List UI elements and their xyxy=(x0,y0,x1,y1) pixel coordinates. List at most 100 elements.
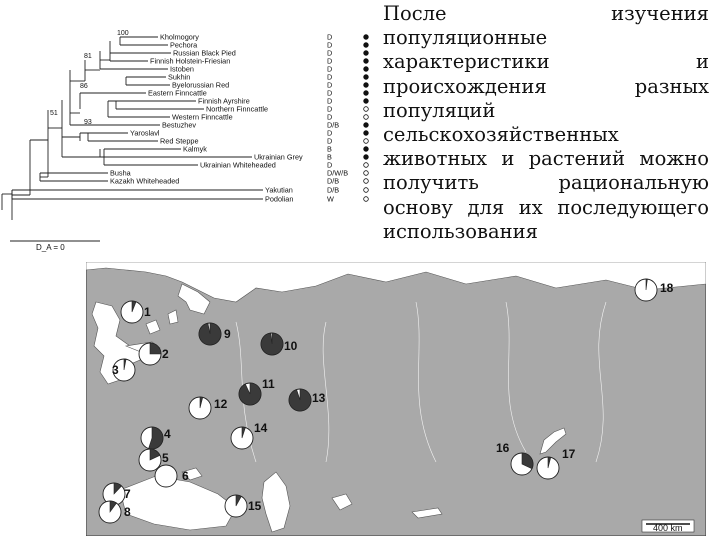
site-number-label: 10 xyxy=(284,339,298,353)
tree-leaf-label: Western Finncattle xyxy=(172,113,233,122)
leaf-class-code: D/B xyxy=(327,186,339,195)
leaf-class-code: D xyxy=(327,137,332,146)
leaf-class-code: D xyxy=(327,49,332,58)
site-pie-6: 6 xyxy=(154,464,189,488)
leaf-status-open-dot xyxy=(363,196,369,202)
leaf-class-code: D xyxy=(327,73,332,82)
tree-leaf-label: Red Steppe xyxy=(160,137,199,146)
leaf-class-code: D xyxy=(327,113,332,122)
leaf-status-open-dot xyxy=(363,106,369,112)
site-number-label: 3 xyxy=(112,363,119,377)
tree-leaf-label: Finnish Ayrshire xyxy=(198,97,250,106)
tree-leaf-label: Kholmogory xyxy=(160,33,199,42)
pie-slice-dark xyxy=(198,322,222,346)
pie-slice-dark xyxy=(288,388,312,412)
site-number-label: 4 xyxy=(164,427,171,441)
site-pie-15: 15 xyxy=(224,494,262,518)
tree-leaf-label: Northern Finncattle xyxy=(206,105,268,114)
site-number-label: 2 xyxy=(162,347,169,361)
bootstrap-value: 100 xyxy=(117,30,129,37)
tree-leaf-label: Russian Black Pied xyxy=(173,49,236,58)
bootstrap-value: 93 xyxy=(84,119,92,126)
site-pie-12: 12 xyxy=(188,396,228,420)
tree-leaf-label: Ukrainian Grey xyxy=(254,153,303,162)
site-pie-1: 1 xyxy=(120,300,151,324)
tree-leaf-label: Sukhin xyxy=(168,73,190,82)
tree-leaf-label: Istoben xyxy=(170,65,194,74)
leaf-status-open-dot xyxy=(363,170,369,176)
bootstrap-value: 81 xyxy=(84,53,92,60)
tree-leaf-label: Kazakh Whiteheaded xyxy=(110,177,179,186)
pie-slice-dark xyxy=(131,300,137,313)
pie-slice-dark xyxy=(235,494,242,507)
bootstrap-value: 51 xyxy=(50,110,58,117)
leaf-status-filled-dot xyxy=(363,50,369,56)
site-pie-18: 18 xyxy=(634,278,674,302)
site-pie-3: 3 xyxy=(112,358,136,382)
leaf-status-filled-dot xyxy=(363,58,369,64)
leaf-class-code: D xyxy=(327,129,332,138)
slide-caption: После изучения популяционные характерист… xyxy=(383,2,709,243)
tree-leaf-label: Pechora xyxy=(170,41,198,50)
site-pie-9: 9 xyxy=(198,322,231,346)
leaf-class-code: D xyxy=(327,41,332,50)
site-pie-2: 2 xyxy=(138,342,169,366)
leaf-class-code: D xyxy=(327,105,332,114)
tree-leaf-label: Eastern Finncattle xyxy=(148,89,207,98)
site-number-label: 13 xyxy=(312,391,326,405)
site-pie-7: 7 xyxy=(102,482,131,506)
leaf-class-code: D/B xyxy=(327,121,339,130)
leaf-status-open-dot xyxy=(363,114,369,120)
pie-slice-dark xyxy=(260,332,284,356)
pie-slice-dark xyxy=(645,278,648,291)
leaf-status-filled-dot xyxy=(363,34,369,40)
site-pie-13: 13 xyxy=(288,388,326,412)
tree-leaf-label: Yakutian xyxy=(265,186,293,195)
site-number-label: 11 xyxy=(262,377,275,391)
site-number-label: 14 xyxy=(254,421,268,435)
leaf-status-filled-dot xyxy=(363,90,369,96)
site-number-label: 1 xyxy=(144,305,151,319)
tree-leaf-label: Busha xyxy=(110,169,132,178)
leaf-status-filled-dot xyxy=(363,98,369,104)
site-number-label: 15 xyxy=(248,499,262,513)
leaf-class-code: D xyxy=(327,161,332,170)
leaf-status-filled-dot xyxy=(363,146,369,152)
leaf-class-code: D xyxy=(327,57,332,66)
tree-leaf-label: Bestuzhev xyxy=(162,121,196,130)
leaf-class-code: D xyxy=(327,97,332,106)
pie-slice-dark xyxy=(199,396,204,409)
site-pie-14: 14 xyxy=(230,421,268,450)
map-scale-label: 400 km xyxy=(653,523,683,533)
leaf-class-code: D xyxy=(327,81,332,90)
leaf-status-open-dot xyxy=(363,178,369,184)
site-number-label: 18 xyxy=(660,281,674,295)
leaf-status-filled-dot xyxy=(363,154,369,160)
site-number-label: 17 xyxy=(562,447,576,461)
site-number-label: 6 xyxy=(182,469,189,483)
site-pie-17: 17 xyxy=(536,447,576,480)
pie-slice-dark xyxy=(109,500,117,513)
leaf-status-filled-dot xyxy=(363,122,369,128)
leaf-status-filled-dot xyxy=(363,82,369,88)
pie-slice-dark xyxy=(149,448,161,461)
site-number-label: 16 xyxy=(496,441,510,455)
pie-slice-dark xyxy=(149,342,162,355)
leaf-status-filled-dot xyxy=(363,66,369,72)
leaf-status-open-dot xyxy=(363,138,369,144)
tree-leaf-label: Kalmyk xyxy=(183,145,207,154)
leaf-class-code: D xyxy=(327,65,332,74)
tree-leaf-label: Byelorussian Red xyxy=(172,81,229,90)
site-number-label: 5 xyxy=(162,451,169,465)
map-scale-bar: 400 km xyxy=(641,519,695,533)
leaf-status-open-dot xyxy=(363,187,369,193)
site-pie-11: 11 xyxy=(238,377,275,406)
site-number-label: 12 xyxy=(214,397,228,411)
leaf-status-open-dot xyxy=(363,162,369,168)
site-number-label: 7 xyxy=(124,487,131,501)
leaf-class-code: D/B xyxy=(327,177,339,186)
bootstrap-value: 86 xyxy=(80,83,88,90)
dendrogram-figure: Kholmogory D Pechora D Russian Black Pied D Fi… xyxy=(1,30,369,252)
